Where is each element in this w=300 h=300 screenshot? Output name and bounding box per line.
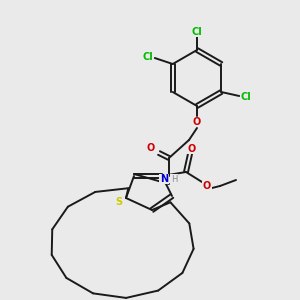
Text: N: N [160, 174, 168, 184]
Text: O: O [203, 181, 211, 191]
Text: Cl: Cl [241, 92, 252, 102]
Text: Cl: Cl [142, 52, 153, 62]
Text: O: O [193, 117, 201, 127]
Text: S: S [116, 197, 123, 207]
Text: O: O [147, 143, 155, 153]
Text: Cl: Cl [192, 27, 203, 37]
Text: O: O [188, 144, 196, 154]
Text: H: H [171, 175, 177, 184]
